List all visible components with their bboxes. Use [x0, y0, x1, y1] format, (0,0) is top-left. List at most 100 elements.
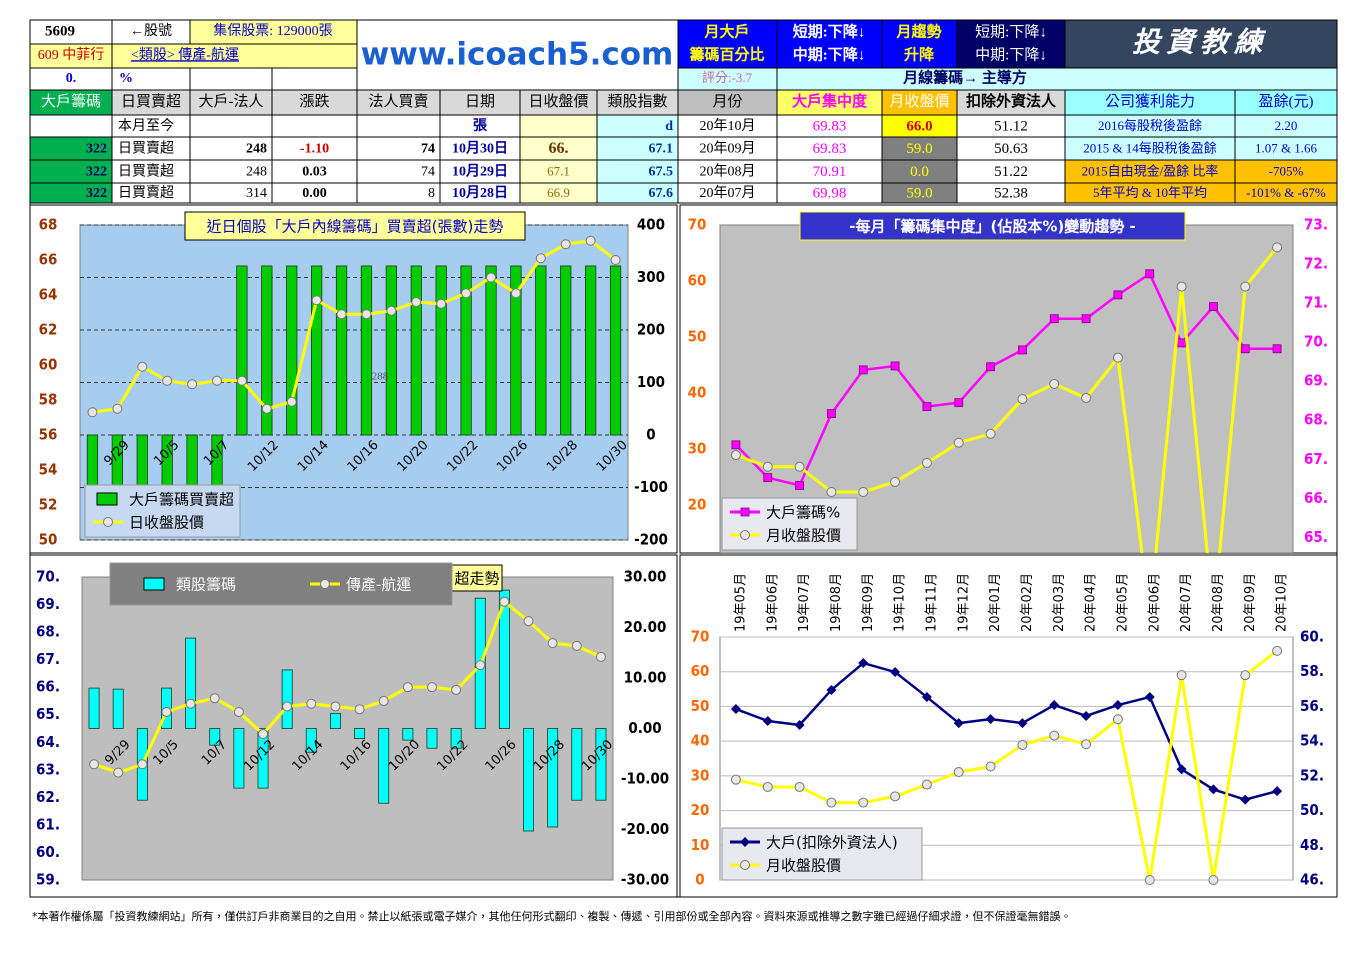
bar [450, 728, 462, 749]
x-tick-label: 20年04月 [1084, 573, 1099, 632]
x-tick-label: 19年12月 [956, 573, 971, 632]
tick-label: -200 [634, 531, 668, 549]
marker [794, 781, 805, 792]
x-tick-label: 19年08月 [829, 573, 844, 632]
x-tick-label: 20年06月 [1147, 573, 1162, 632]
bar [560, 265, 572, 436]
tick-label: 68. [36, 623, 60, 641]
table-cell [189, 114, 273, 138]
marker [1018, 345, 1027, 355]
marker [595, 651, 606, 662]
tick-label: 20 [688, 495, 707, 513]
x-tick-label: 19年10月 [893, 573, 908, 632]
label: 中期:下降↓ [793, 45, 866, 63]
tick-label: -100 [634, 478, 668, 496]
table-text: 2016每股稅後盈餘 [1098, 118, 1202, 133]
table-text: 5年平均 & 10年平均 [1093, 185, 1207, 200]
marker [1176, 764, 1187, 775]
table-cell [356, 114, 441, 138]
tick-label: 63. [36, 760, 60, 778]
table-text: 20年07月 [700, 185, 756, 201]
marker [354, 704, 365, 715]
marker [209, 693, 220, 704]
marker [162, 375, 173, 386]
marker [953, 437, 964, 448]
legend-label: 大戶籌碼% [766, 504, 840, 522]
legend-label: 類股籌碼 [176, 576, 236, 594]
bar [112, 688, 124, 729]
tick-label: -30.00 [621, 871, 669, 889]
tick-label: 67. [1304, 450, 1328, 468]
marker [890, 361, 900, 371]
chart [81, 576, 614, 881]
tick-label: 70. [36, 568, 60, 586]
marker [1017, 394, 1028, 405]
marker [1017, 739, 1028, 750]
bar [257, 728, 269, 789]
line [93, 600, 602, 775]
marker [161, 706, 172, 717]
marker [858, 486, 869, 497]
marker [137, 361, 148, 372]
tick-label: 54. [1300, 732, 1324, 750]
marker [826, 486, 837, 497]
tick-label: -20.00 [621, 820, 669, 838]
bar [88, 687, 100, 729]
tick-label: 40 [688, 383, 707, 401]
tick-label: 56 [39, 426, 58, 444]
legend-label: 日收盤股價 [129, 514, 204, 532]
x-tick-label: 19年06月 [765, 573, 780, 632]
bar [571, 728, 583, 801]
table-text: 0.00 [302, 186, 327, 201]
marker [1240, 344, 1250, 354]
marker [1176, 670, 1187, 681]
bar [402, 728, 414, 741]
marker [1272, 344, 1282, 354]
legend-label: 月收盤股價 [766, 857, 841, 875]
tick-label: 68 [39, 216, 58, 234]
marker [1208, 784, 1219, 795]
marker [499, 596, 510, 607]
table-text: 2015自由現金/盈餘 比率 [1082, 163, 1219, 178]
line [735, 246, 1279, 553]
tick-label: 61. [36, 815, 60, 833]
table-text: 1.07 & 1.66 [1255, 140, 1318, 155]
cell [677, 19, 778, 69]
table-text: 日買賣超 [118, 164, 174, 180]
tick-label: 50 [39, 531, 58, 549]
marker [261, 403, 272, 414]
x-tick-label: 19年05月 [733, 573, 748, 632]
column-header: 日收盤價 [528, 93, 588, 110]
bar [535, 265, 547, 436]
table-text: 66.0 [906, 118, 932, 134]
tick-label: 68. [1304, 411, 1328, 429]
marker [858, 658, 869, 669]
tick-label: 64 [39, 286, 58, 304]
x-tick-label: 20年01月 [988, 573, 1003, 632]
bar [311, 265, 323, 436]
logo-box [356, 19, 679, 91]
bar [498, 589, 510, 729]
tick-label: 20.00 [624, 618, 667, 636]
marker [402, 682, 413, 693]
column-header: 盈餘(元) [1259, 93, 1314, 110]
x-tick-label: 20年08月 [1211, 573, 1226, 632]
marker [212, 375, 222, 386]
tick-label: 64. [36, 733, 60, 751]
tick-label: 62. [36, 788, 60, 806]
cell [189, 67, 273, 91]
table-text: 0.03 [302, 165, 327, 180]
marker [730, 774, 741, 785]
marker [233, 706, 244, 717]
tick-label: 100 [637, 373, 665, 391]
marker [1272, 786, 1283, 797]
tick-label: 10 [691, 836, 710, 854]
cell [111, 43, 358, 69]
label: 月大戶 [703, 22, 749, 40]
tick-label: 60 [39, 356, 58, 374]
marker [535, 253, 546, 264]
footer: *本著作權係屬「投資教練網站」所有，僅供訂戶非商業目的之自用。禁止以紙張或電子媒… [32, 909, 1072, 923]
marker [1081, 392, 1092, 403]
